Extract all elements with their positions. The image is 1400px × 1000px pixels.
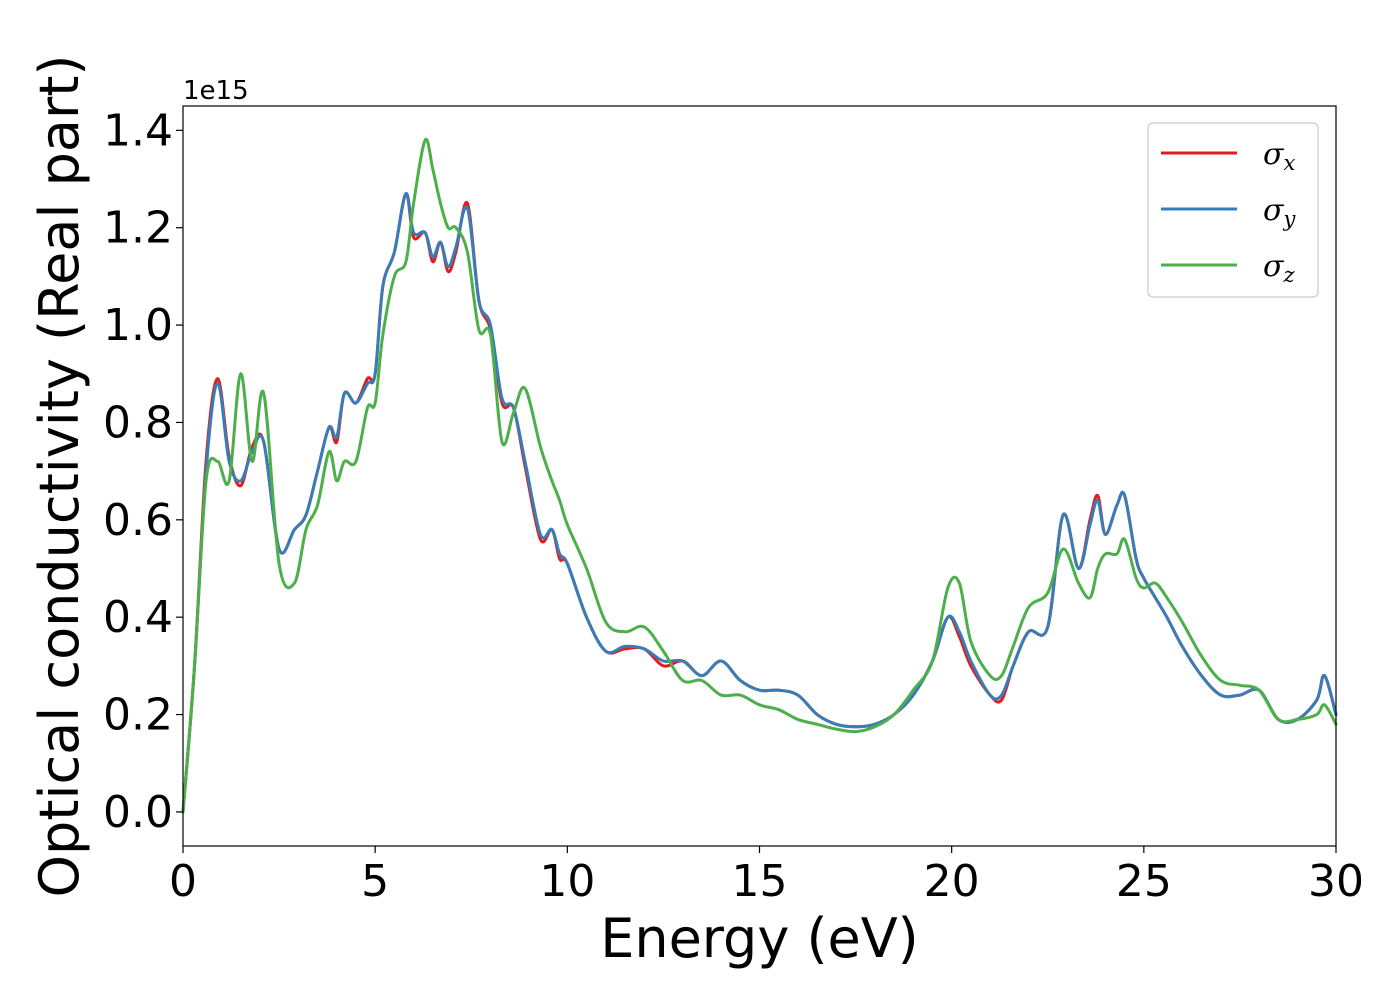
y-offset-label: 1e15 bbox=[183, 76, 249, 106]
x-tick-label: 5 bbox=[361, 856, 389, 907]
x-axis: 0 5 10 15 20 25 30 bbox=[169, 846, 1364, 907]
plot-area bbox=[183, 106, 1336, 846]
y-axis-label: Optical conductivity (Real part) bbox=[28, 55, 91, 898]
legend-label: σx bbox=[1263, 137, 1295, 175]
x-tick-label: 0 bbox=[169, 856, 197, 907]
x-axis-label: Energy (eV) bbox=[600, 907, 919, 970]
x-tick-label: 30 bbox=[1308, 856, 1364, 907]
legend: σx σy σz bbox=[1147, 122, 1319, 298]
series-layer bbox=[181, 137, 1338, 814]
y-tick-label: 0.8 bbox=[103, 397, 173, 448]
x-tick-label: 25 bbox=[1116, 856, 1172, 907]
x-tick-label: 10 bbox=[539, 856, 595, 907]
legend-item-z: σz bbox=[1161, 249, 1295, 287]
x-tick-label: 20 bbox=[924, 856, 980, 907]
x-tick-label: 15 bbox=[732, 856, 788, 907]
legend-label: σz bbox=[1263, 249, 1295, 287]
series-line-z bbox=[181, 137, 1338, 814]
y-tick-label: 1.0 bbox=[103, 300, 173, 351]
legend-item-y: σy bbox=[1161, 193, 1296, 231]
y-tick-label: 0.4 bbox=[103, 592, 173, 643]
legend-item-x: σx bbox=[1161, 137, 1295, 175]
y-axis: 0.0 0.2 0.4 0.6 0.8 1.0 1.2 1.4 bbox=[103, 105, 183, 838]
legend-label: σy bbox=[1263, 193, 1296, 231]
y-tick-label: 1.4 bbox=[103, 105, 173, 156]
y-tick-label: 1.2 bbox=[103, 203, 173, 254]
series-line-y bbox=[181, 192, 1338, 814]
y-tick-label: 0.6 bbox=[103, 495, 173, 546]
y-tick-label: 0.2 bbox=[103, 690, 173, 741]
y-tick-label: 0.0 bbox=[103, 787, 173, 838]
